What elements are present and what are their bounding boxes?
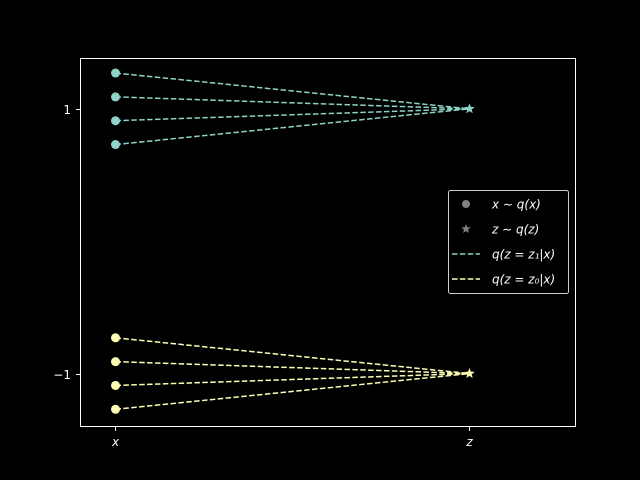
series-0-x-point-2 bbox=[111, 116, 120, 126]
series-0-x-point-0 bbox=[111, 68, 120, 78]
series-1-x-point-3 bbox=[111, 404, 120, 414]
x-tick-label-x: x bbox=[111, 435, 120, 449]
legend-star-icon bbox=[461, 224, 471, 234]
series-1-x-point-2 bbox=[111, 380, 120, 390]
series-0-z-star bbox=[464, 103, 475, 114]
x-axis: x z bbox=[111, 427, 473, 449]
series-1-dashed-line-3 bbox=[115, 372, 470, 411]
y-axis: 1 −1 bbox=[53, 103, 80, 382]
y-tick-label-pos1: 1 bbox=[63, 103, 71, 117]
series-1-dashed-line-2 bbox=[115, 372, 470, 387]
series-0-dashed-line-1 bbox=[115, 96, 470, 110]
legend-circle-icon bbox=[462, 200, 470, 208]
plot-area bbox=[111, 68, 475, 414]
series-0-dashed-line-3 bbox=[115, 108, 470, 146]
legend-label-z-sample: z ∼ q(z) bbox=[491, 223, 539, 237]
legend: x ∼ q(x) z ∼ q(z) q(z = z₁|x) q(z = z₀|x… bbox=[448, 190, 569, 294]
series-1-dashed-line-1 bbox=[115, 360, 470, 375]
y-tick-label-neg1: −1 bbox=[53, 368, 71, 382]
axes-frame bbox=[80, 58, 576, 427]
series-0-x-point-3 bbox=[111, 140, 120, 150]
series-1-x-point-0 bbox=[111, 333, 120, 343]
legend-label-q-z1: q(z = z₁|x) bbox=[492, 248, 555, 262]
series-1-x-point-1 bbox=[111, 357, 120, 367]
series-0-dashed-line-2 bbox=[115, 108, 470, 122]
series-1-z-star bbox=[464, 368, 475, 378]
series-0-dashed-line-0 bbox=[115, 72, 470, 110]
legend-box bbox=[448, 190, 569, 294]
series-1-dashed-line-0 bbox=[115, 337, 470, 375]
legend-label-q-z0: q(z = z₀|x) bbox=[492, 273, 555, 287]
x-tick-label-z: z bbox=[465, 435, 473, 449]
legend-label-x-sample: x ∼ q(x) bbox=[491, 198, 541, 212]
series-0-x-point-1 bbox=[111, 92, 120, 102]
